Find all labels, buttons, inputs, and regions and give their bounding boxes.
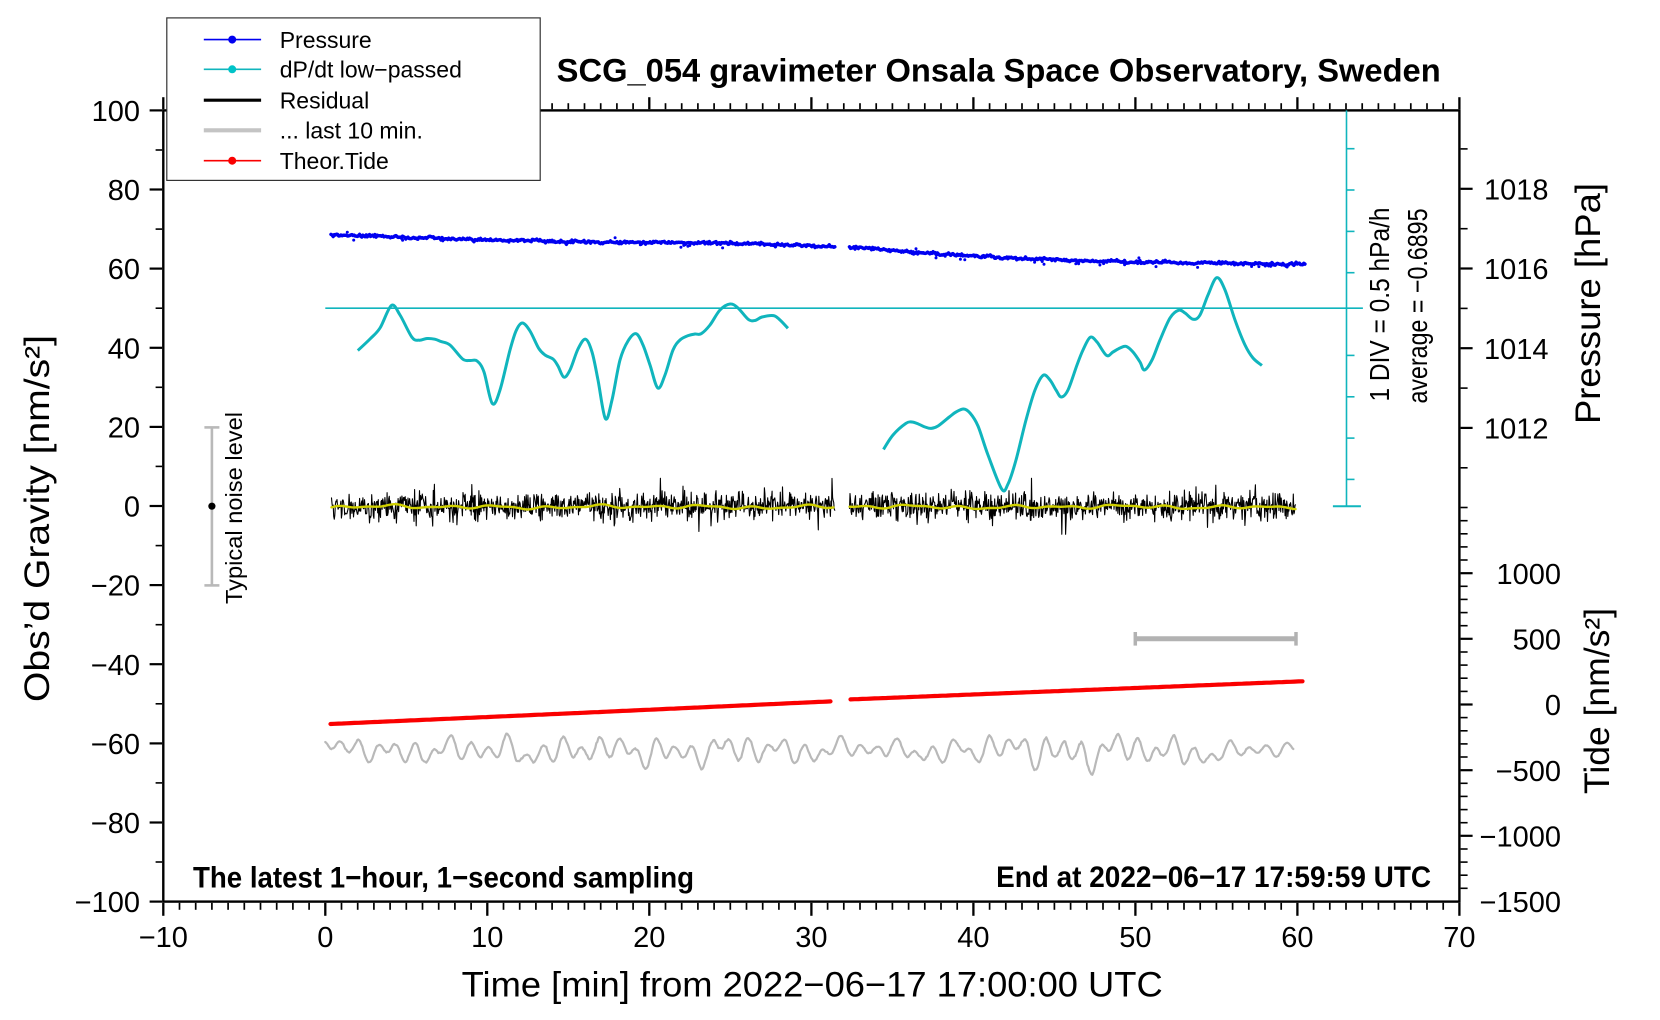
svg-text:1012: 1012 [1484, 414, 1549, 446]
svg-text:−10: −10 [139, 922, 188, 954]
svg-text:Obs’d Gravity [nm/s²]: Obs’d Gravity [nm/s²] [18, 335, 57, 702]
svg-text:500: 500 [1513, 624, 1561, 656]
svg-text:10: 10 [471, 922, 503, 954]
svg-text:Pressure: Pressure [280, 27, 372, 53]
svg-text:dP/dt low−passed: dP/dt low−passed [280, 57, 462, 83]
svg-text:average = −0.6895: average = −0.6895 [1402, 209, 1433, 404]
svg-text:−100: −100 [75, 887, 140, 919]
svg-text:−40: −40 [91, 650, 140, 682]
svg-text:1 DIV = 0.5 hPa/h: 1 DIV = 0.5 hPa/h [1364, 208, 1395, 402]
svg-text:20: 20 [633, 922, 665, 954]
svg-text:30: 30 [795, 922, 827, 954]
svg-text:40: 40 [957, 922, 989, 954]
svg-text:70: 70 [1443, 922, 1475, 954]
svg-text:Residual: Residual [280, 87, 370, 113]
svg-text:−60: −60 [91, 729, 140, 761]
svg-text:0: 0 [124, 492, 140, 524]
svg-text:60: 60 [1281, 922, 1313, 954]
svg-text:Time [min] from 2022−06−17 17:: Time [min] from 2022−06−17 17:00:00 UTC [462, 965, 1163, 1004]
svg-text:−20: −20 [91, 571, 140, 603]
svg-text:1016: 1016 [1484, 254, 1549, 286]
svg-text:Pressure [hPa]: Pressure [hPa] [1569, 183, 1608, 424]
svg-text:1000: 1000 [1496, 559, 1561, 591]
svg-text:End at 2022−06−17 17:59:59 UTC: End at 2022−06−17 17:59:59 UTC [996, 861, 1431, 894]
svg-text:20: 20 [108, 413, 140, 445]
svg-text:−80: −80 [91, 808, 140, 840]
svg-text:−500: −500 [1496, 756, 1561, 788]
svg-text:Theor.Tide: Theor.Tide [280, 148, 389, 174]
svg-text:1014: 1014 [1484, 334, 1549, 366]
svg-text:80: 80 [108, 175, 140, 207]
svg-text:0: 0 [1545, 690, 1561, 722]
svg-text:−1000: −1000 [1480, 821, 1561, 853]
svg-text:SCG_054 gravimeter Onsala Spac: SCG_054 gravimeter Onsala Space Observat… [557, 53, 1441, 89]
svg-text:... last 10 min.: ... last 10 min. [280, 118, 423, 144]
svg-text:0: 0 [317, 922, 333, 954]
svg-text:100: 100 [92, 96, 140, 128]
svg-text:Typical noise level: Typical noise level [221, 412, 247, 604]
svg-text:Tide [nm/s²]: Tide [nm/s²] [1578, 608, 1617, 794]
svg-text:The latest 1−hour, 1−second sa: The latest 1−hour, 1−second sampling [193, 862, 694, 895]
svg-text:40: 40 [108, 333, 140, 365]
svg-text:1018: 1018 [1484, 174, 1549, 206]
svg-text:50: 50 [1119, 922, 1151, 954]
svg-text:60: 60 [108, 254, 140, 286]
svg-text:−1500: −1500 [1480, 887, 1561, 919]
